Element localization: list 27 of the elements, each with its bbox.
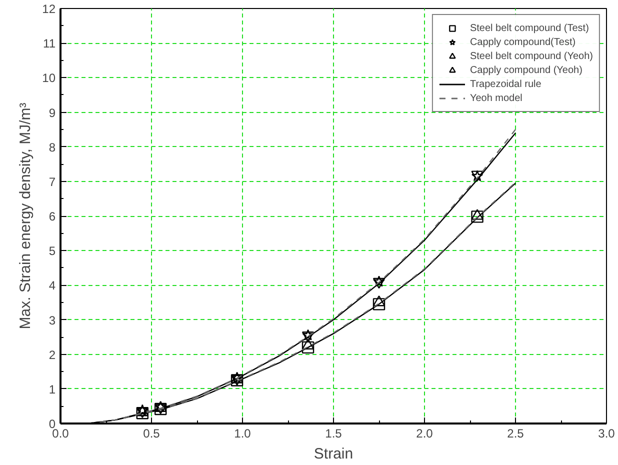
y-tick-label: 8 bbox=[48, 140, 56, 154]
legend-label: Capply compound (Yeoh) bbox=[470, 64, 582, 76]
y-tick-label: 6 bbox=[48, 210, 56, 224]
legend-label: Steel belt compound (Test) bbox=[470, 22, 589, 34]
y-tick-label: 7 bbox=[48, 174, 56, 189]
y-tick-label: 2 bbox=[48, 348, 56, 362]
x-tick-label: 2.0 bbox=[416, 426, 434, 440]
legend-label: Capply compound(Test) bbox=[470, 36, 576, 48]
y-tick-label: 11 bbox=[43, 36, 56, 51]
y-tick-label: 12 bbox=[42, 2, 56, 16]
y-tick-label: 9 bbox=[48, 106, 56, 120]
legend-label: Yeoh model bbox=[470, 92, 522, 104]
y-tick-label: 3 bbox=[48, 313, 56, 328]
legend-label: Steel belt compound (Yeoh) bbox=[470, 50, 593, 62]
y-tick-label: 1 bbox=[48, 382, 56, 396]
x-tick-label: 0.0 bbox=[52, 426, 70, 440]
x-tick-label: 1.0 bbox=[234, 426, 252, 440]
x-axis-title: Strain bbox=[314, 446, 354, 462]
x-tick-label: 0.5 bbox=[143, 426, 160, 440]
y-tick-label: 4 bbox=[48, 278, 56, 293]
y-axis-title: Max. Strain energy density, MJ/m³ bbox=[17, 102, 34, 330]
x-tick-label: 2.5 bbox=[507, 426, 524, 440]
legend-label: Trapezoidal rule bbox=[470, 78, 542, 90]
y-tick-label: 5 bbox=[48, 244, 56, 258]
y-tick-label: 10 bbox=[42, 71, 56, 86]
x-tick-label: 1.5 bbox=[325, 426, 342, 440]
x-tick-label: 3.0 bbox=[598, 426, 616, 440]
